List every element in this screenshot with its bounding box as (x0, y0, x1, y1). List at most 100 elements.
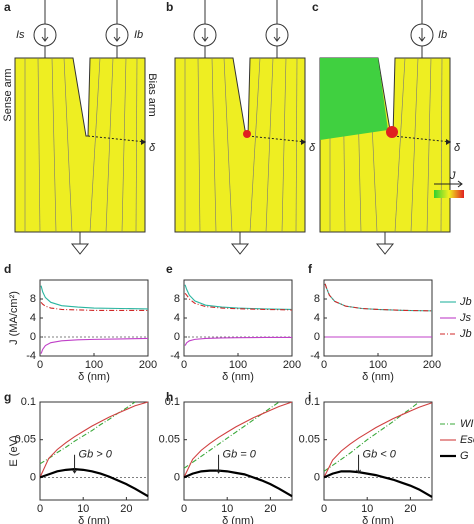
x-tick-label: 20 (264, 503, 276, 515)
y-tick-label: 0 (30, 331, 36, 343)
legend-label: WI (460, 418, 473, 430)
panel-label: f (308, 262, 313, 276)
y-tick-label: 0 (174, 471, 180, 483)
x-axis-label: δ (nm) (78, 371, 110, 383)
series-line (183, 401, 280, 469)
x-tick-label: 0 (181, 503, 187, 515)
colorbar-label: J (449, 170, 456, 182)
y-tick-label: 0.05 (15, 434, 36, 446)
y-tick-label: 0.1 (165, 396, 180, 408)
y-axis-label: J (MA/cm²) (8, 291, 20, 345)
y-tick-label: 0 (30, 471, 36, 483)
y-tick-label: 0 (174, 331, 180, 343)
x-tick-label: 10 (361, 503, 373, 515)
x-tick-label: 100 (369, 359, 387, 371)
annotation-arrow (72, 454, 77, 474)
series-line (183, 401, 293, 478)
legend-label: Js (459, 312, 472, 324)
y-axis-label: E (eV) (8, 435, 20, 466)
series-line (40, 301, 148, 311)
plot-frame (39, 279, 149, 357)
y-tick-label: 8 (174, 293, 180, 305)
annotation: Gb = 0 (223, 449, 257, 461)
legend-label: Jb + Js (459, 328, 474, 340)
x-tick-label: 200 (423, 359, 441, 371)
panel-label: b (166, 0, 173, 14)
x-tick-label: 10 (77, 503, 89, 515)
annotation-arrow (356, 454, 361, 474)
series-line (324, 283, 433, 312)
x-axis-label: δ (nm) (362, 371, 394, 383)
x-tick-label: 0 (321, 359, 327, 371)
x-tick-label: 20 (120, 503, 132, 515)
y-tick-label: 0.1 (305, 396, 320, 408)
x-tick-label: 0 (181, 359, 187, 371)
series-line (184, 284, 293, 310)
series-line (40, 337, 149, 354)
colorbar (434, 190, 464, 198)
panel-label: c (312, 0, 319, 14)
panel-label: h (166, 390, 173, 404)
series-line (184, 292, 293, 311)
x-axis-label: δ (nm) (222, 371, 254, 383)
series-line (183, 469, 293, 498)
y-tick-label: 0.05 (299, 434, 320, 446)
y-tick-label: 0 (314, 331, 320, 343)
series-line (39, 401, 149, 478)
plot-frame (323, 401, 433, 501)
x-tick-label: 0 (321, 503, 327, 515)
annotation: Gb > 0 (79, 449, 113, 461)
source-label: Ib (438, 29, 447, 41)
source-label: Is (16, 29, 25, 41)
device-b (174, 0, 307, 255)
x-axis-label: δ (nm) (222, 515, 254, 524)
plot-frame (183, 401, 293, 501)
series-line (323, 402, 433, 478)
colorbar-arrow (434, 180, 463, 188)
x-axis-label: δ (nm) (362, 515, 394, 524)
annotation: Gb < 0 (363, 449, 397, 461)
y-tick-label: 8 (314, 293, 320, 305)
x-tick-label: 20 (404, 503, 416, 515)
y-tick-label: 8 (30, 293, 36, 305)
x-tick-label: 100 (229, 359, 247, 371)
delta-label: δ (149, 142, 156, 154)
y-tick-label: 0.1 (21, 396, 36, 408)
panel-label: i (308, 390, 311, 404)
series-line (39, 467, 149, 498)
plot-frame (323, 279, 433, 357)
arm-label: Bias arm (146, 73, 158, 116)
x-tick-label: 200 (139, 359, 157, 371)
y-tick-label: 4 (30, 312, 36, 324)
series-line (323, 401, 420, 472)
plot-frame (39, 401, 149, 501)
y-tick-label: 0 (314, 471, 320, 483)
annotation-arrow (216, 454, 221, 474)
panel-label: g (4, 390, 11, 404)
x-tick-label: 0 (37, 359, 43, 371)
series-line (184, 336, 292, 346)
y-tick-label: 4 (314, 312, 320, 324)
x-tick-label: 10 (221, 503, 233, 515)
device-a (14, 0, 147, 255)
y-tick-label: 0.05 (159, 434, 180, 446)
y-tick-label: -4 (26, 350, 36, 362)
series-line (324, 283, 433, 312)
y-tick-label: 4 (174, 312, 180, 324)
delta-label: δ (454, 142, 461, 154)
series-line (40, 285, 149, 310)
y-tick-label: -4 (310, 350, 320, 362)
panel-label: d (4, 262, 11, 276)
panel-label: e (166, 262, 173, 276)
plot-frame (183, 279, 293, 357)
source-label: Ib (134, 29, 143, 41)
y-tick-label: -4 (170, 350, 180, 362)
device-c (319, 0, 452, 255)
delta-label: δ (309, 142, 316, 154)
legend-label: Eself (460, 434, 474, 446)
x-tick-label: 200 (283, 359, 301, 371)
series-line (323, 470, 433, 498)
x-axis-label: δ (nm) (78, 515, 110, 524)
x-tick-label: 0 (37, 503, 43, 515)
panel-label: a (4, 0, 11, 14)
